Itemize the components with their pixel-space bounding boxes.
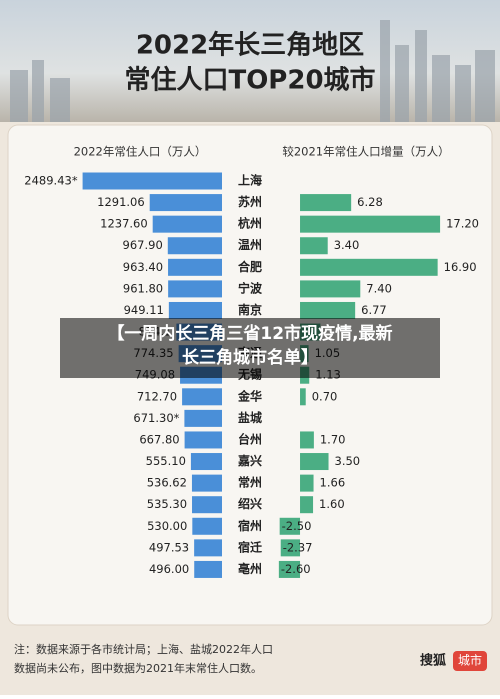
value-label: 949.11 (124, 303, 164, 317)
value-label: 961.80 (123, 281, 163, 295)
bar (300, 237, 328, 255)
brand: 搜狐 (420, 653, 446, 669)
category-label: 嘉兴 (237, 453, 262, 468)
value-label: 3.50 (335, 454, 361, 468)
bar (152, 215, 222, 233)
value-label: 16.90 (444, 260, 477, 274)
value-label: 530.00 (147, 519, 187, 533)
value-label: 1.70 (320, 432, 346, 446)
bar (300, 215, 441, 233)
note: 数据尚未公布，图中数据为2021年末常住人口数。 (14, 661, 262, 675)
category-label: 宿州 (238, 518, 262, 533)
value-label: 555.10 (146, 454, 186, 468)
category-label: 苏州 (238, 194, 262, 209)
category-label: 宿迁 (238, 539, 262, 554)
value-label: 1291.06 (97, 195, 145, 209)
value-label: 536.62 (147, 476, 187, 490)
series-header: 较2021年常住人口增量（万人） (282, 145, 449, 159)
value-label: 7.40 (366, 281, 392, 295)
bar (194, 539, 222, 557)
subtitle: 常住人口TOP20城市 (124, 65, 375, 96)
brand-tag: 城市 (458, 653, 482, 668)
bar (82, 172, 222, 190)
value-label: -2.37 (283, 540, 313, 554)
bar (300, 301, 356, 319)
bar (192, 496, 222, 514)
category-label: 盐城 (238, 410, 262, 425)
bar (167, 237, 222, 255)
value-label: 2489.43* (24, 174, 78, 188)
value-label: 712.70 (137, 389, 177, 403)
skyline (10, 20, 495, 122)
value-label: 3.40 (334, 238, 360, 252)
category-label: 绍兴 (238, 496, 262, 511)
value-label: -2.60 (281, 562, 311, 576)
bar (300, 280, 361, 298)
value-label: 1.66 (320, 476, 346, 490)
bar (300, 194, 352, 212)
value-label: 497.53 (149, 540, 189, 554)
brand-tag-box (453, 651, 487, 671)
note: 注：数据来源于各市统计局；上海、盐城2022年人口 (14, 642, 273, 656)
bars: 上海 2489.43* 苏州 1291.06 6.28 杭州 1237.60 17.20 温州 9… (24, 172, 479, 578)
value-label: 6.28 (357, 195, 383, 209)
bar (300, 474, 314, 492)
value-label: 0.70 (312, 389, 338, 403)
category-label: 常州 (238, 475, 262, 490)
bar (168, 258, 222, 276)
category-label: 温州 (238, 238, 262, 252)
bar (280, 539, 301, 557)
bar (300, 388, 306, 406)
category-label: 金华 (237, 388, 262, 403)
bar (149, 194, 222, 212)
category-label: 宁波 (238, 280, 263, 295)
value-label: 535.30 (147, 497, 187, 511)
category-label: 杭州 (238, 216, 262, 231)
bar (190, 453, 222, 471)
title: 2022年长三角地区 (136, 30, 364, 61)
category-label: 台州 (238, 431, 262, 446)
bar (182, 388, 222, 406)
category-label: 合肥 (238, 259, 262, 274)
value-label: 671.30* (133, 411, 179, 425)
bar (300, 258, 438, 276)
bar (184, 431, 222, 449)
category-label: 上海 (238, 173, 262, 188)
overlay-text: 长三角城市名单】 (182, 347, 318, 368)
bar (279, 517, 301, 535)
bar (192, 517, 222, 535)
bar (300, 496, 314, 514)
value-label: 17.20 (446, 217, 479, 231)
value-label: 963.40 (123, 260, 163, 274)
bar (278, 560, 301, 578)
bar (300, 431, 314, 449)
value-label: 667.80 (139, 432, 179, 446)
category-label: 南京 (238, 302, 262, 317)
overlay-box (60, 318, 440, 378)
value-label: 1.60 (319, 497, 345, 511)
bar (300, 453, 329, 471)
value-label: 496.00 (149, 562, 189, 576)
overlay-text: 【一周内长三角三省12市现疫情,最新 (107, 323, 392, 344)
bar (194, 560, 222, 578)
value-label: 967.90 (123, 238, 163, 252)
bar (168, 301, 222, 319)
value-label: 1237.60 (100, 217, 148, 231)
bar (168, 280, 222, 298)
value-label: 6.77 (361, 303, 387, 317)
bar (191, 474, 222, 492)
value-label: -2.50 (282, 519, 312, 533)
bar (184, 409, 222, 427)
series-header: 2022年常住人口（万人） (74, 145, 207, 159)
category-label: 亳州 (238, 561, 262, 576)
